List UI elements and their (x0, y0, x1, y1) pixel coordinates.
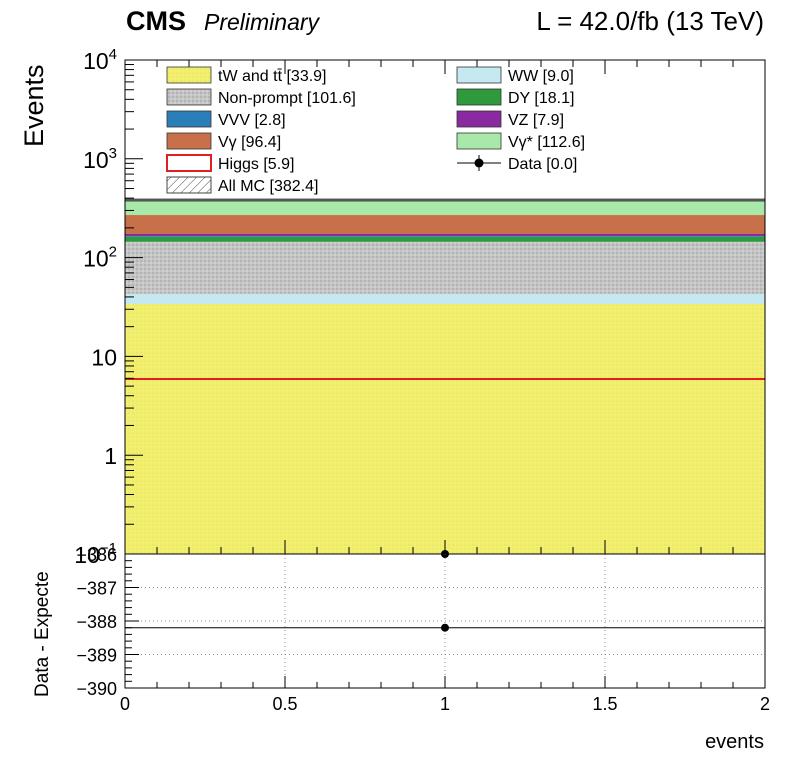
legend-item-9-label: Data [0.0] (508, 156, 577, 173)
x-tick-label-2: 1 (440, 694, 450, 714)
ratio-y-label-1: −387 (76, 579, 117, 599)
legend: tW and tt̄ [33.9] WW [9.0] Non-prompt [101… (166, 66, 585, 195)
legend-item-0-label: tW and tt̄ [33.9] (218, 68, 327, 85)
legend-item-7-label: Vγ* [112.6] (508, 134, 585, 151)
x-tick-label-4: 2 (760, 694, 770, 714)
legend-item-6-swatch (166, 132, 212, 150)
main-tick-label-0: 104 (83, 46, 117, 74)
legend-item-5-swatch (456, 110, 502, 128)
legend-item-0-swatch (166, 66, 212, 84)
ratio-y-label-3: −389 (76, 646, 117, 666)
legend-item-3-label: DY [18.1] (508, 90, 574, 107)
stack-layer (125, 198, 765, 558)
legend-item-3-swatch (456, 88, 502, 106)
ratio-y-label-4: −390 (76, 679, 117, 699)
legend-item-5-label: VZ [7.9] (508, 112, 564, 129)
legend-item-9-marker (474, 158, 484, 168)
lumi-label: L = 42.0/fb (13 TeV) (536, 6, 764, 36)
x-tick-label-0: 0 (120, 694, 130, 714)
legend-item-8-label: Higgs [5.9] (218, 156, 294, 173)
x-tick-label-3: 1.5 (592, 694, 617, 714)
main-tick-label-3: 10 (91, 344, 117, 370)
ratio-y-axis-label: Data - Expecte (32, 571, 53, 697)
stack-bar-3 (125, 236, 765, 242)
stack-bar-0 (125, 304, 765, 554)
status-label: Preliminary (204, 9, 321, 35)
main-tick-exp-0: 4 (109, 46, 117, 63)
ratio-point-0 (441, 623, 449, 632)
legend-item-1-swatch (456, 66, 502, 84)
legend-item-10-swatch (166, 176, 212, 194)
main-tick-exp-5: −1 (100, 540, 117, 557)
ratio-y-label-2: −388 (76, 612, 117, 632)
legend-item-2-label: Non-prompt [101.6] (218, 90, 356, 107)
legend-item-10-label: All MC [382.4] (218, 178, 318, 195)
stack-bar-1 (125, 293, 765, 305)
legend-item-7-swatch (456, 132, 502, 150)
main-tick-label-4: 1 (104, 443, 117, 469)
main-tick-label-2: 102 (83, 244, 117, 272)
stack-bar-5 (125, 234, 765, 237)
x-axis-label: events (705, 731, 764, 753)
ratio-frame (124, 553, 766, 689)
legend-item-6-label: Vγ [96.4] (218, 134, 281, 151)
x-tick-label-1: 0.5 (272, 694, 297, 714)
legend-item-8-swatch (166, 154, 212, 172)
main-y-axis-label: Events (19, 64, 49, 147)
stack-bar-4 (125, 236, 765, 237)
legend-item-4-swatch (166, 110, 212, 128)
main-tick-exp-1: 3 (109, 145, 117, 162)
experiment-label: CMS (126, 6, 186, 36)
legend-item-1-label: WW [9.0] (508, 68, 574, 85)
stack-bar-6 (125, 215, 765, 235)
legend-item-4-label: VVV [2.8] (218, 112, 286, 129)
all-mc-line (125, 198, 765, 202)
legend-item-2-swatch (166, 88, 212, 106)
stack-bar-2 (125, 241, 765, 294)
main-tick-label-1: 103 (83, 145, 117, 173)
main-tick-exp-2: 2 (109, 244, 117, 261)
stack-bar-7 (125, 200, 765, 216)
ratio-y-label-0: −386 (76, 545, 117, 565)
